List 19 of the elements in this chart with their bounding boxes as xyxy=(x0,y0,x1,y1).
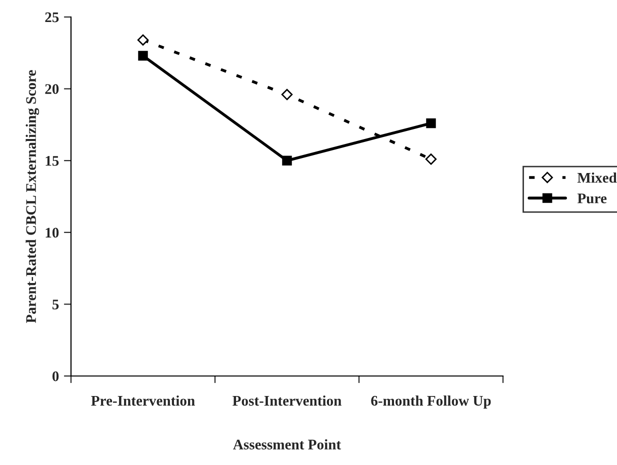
point xyxy=(282,156,292,166)
y-tick-label: 0 xyxy=(52,371,59,382)
x-axis-title: Assessment Point xyxy=(233,439,342,450)
y-tick-label: 20 xyxy=(45,84,59,94)
point xyxy=(426,118,436,128)
y-tick-label: 15 xyxy=(46,156,59,166)
x-tick-label: 6-month Follow Up xyxy=(371,395,491,409)
legend-label: Mixed xyxy=(577,172,617,183)
legend-label: Pure xyxy=(577,194,607,204)
x-tick-label: Post-Intervention xyxy=(232,395,342,406)
x-tick-label: Pre-Intervention xyxy=(91,395,195,406)
point xyxy=(137,34,149,46)
y-tick-label: 5 xyxy=(52,300,59,310)
y-tick-label: 10 xyxy=(46,228,59,238)
point xyxy=(281,88,293,100)
point xyxy=(138,50,148,61)
point xyxy=(425,154,437,165)
y-tick-label: 25 xyxy=(45,12,59,22)
y-axis-title: Parent-Rated CBCL Externalizing Score xyxy=(26,70,40,323)
